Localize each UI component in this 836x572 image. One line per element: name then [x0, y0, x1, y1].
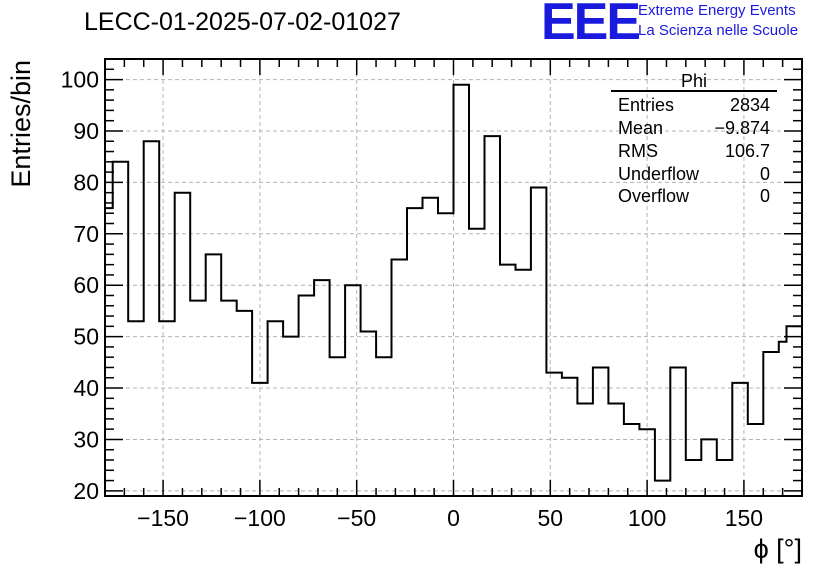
- tick-labels: −150 −100 −50 0 50 100 150 20 30 40 50 60 70 80 90 100: [61, 67, 763, 531]
- axis-ticks: [104, 58, 803, 496]
- stats-value-mean: −9.874: [714, 118, 770, 138]
- stats-value-underflow: 0: [760, 164, 770, 184]
- stats-label-entries: Entries: [618, 95, 674, 115]
- y-tick-label: 30: [73, 426, 99, 452]
- y-tick-label: 50: [73, 324, 99, 350]
- eee-logo: EEE: [541, 0, 641, 51]
- x-tick-label: 150: [725, 505, 763, 531]
- x-tick-label: −50: [337, 505, 376, 531]
- stats-label-mean: Mean: [618, 118, 663, 138]
- x-axis-title: ϕ [°]: [754, 534, 802, 564]
- stats-title: Phi: [681, 71, 707, 91]
- histogram-title: LECC-01-2025-07-02-01027: [84, 8, 401, 36]
- y-tick-label: 80: [73, 169, 99, 195]
- x-tick-label: 100: [628, 505, 666, 531]
- x-tick-label: 0: [447, 505, 460, 531]
- stats-label-rms: RMS: [618, 141, 658, 161]
- y-tick-label: 20: [73, 478, 99, 504]
- stats-label-overflow: Overflow: [618, 186, 690, 206]
- x-tick-label: −150: [137, 505, 189, 531]
- x-tick-label: −100: [234, 505, 286, 531]
- y-axis-title: Entries/bin: [6, 60, 36, 188]
- y-tick-label: 40: [73, 375, 99, 401]
- x-tick-label: 50: [538, 505, 564, 531]
- y-tick-label: 90: [73, 118, 99, 144]
- y-tick-label: 100: [61, 67, 99, 93]
- stats-label-underflow: Underflow: [618, 164, 700, 184]
- y-tick-label: 60: [73, 272, 99, 298]
- histogram-steps: [105, 83, 802, 482]
- stats-box: Phi Entries 2834 Mean −9.874 RMS 106.7 U…: [611, 71, 777, 206]
- stats-value-rms: 106.7: [725, 141, 770, 161]
- stats-value-entries: 2834: [730, 95, 770, 115]
- stats-value-overflow: 0: [760, 186, 770, 206]
- logo-caption-line1: Extreme Energy Events: [638, 2, 796, 19]
- y-tick-label: 70: [73, 221, 99, 247]
- logo-caption-line2: La Scienza nelle Scuole: [638, 22, 799, 39]
